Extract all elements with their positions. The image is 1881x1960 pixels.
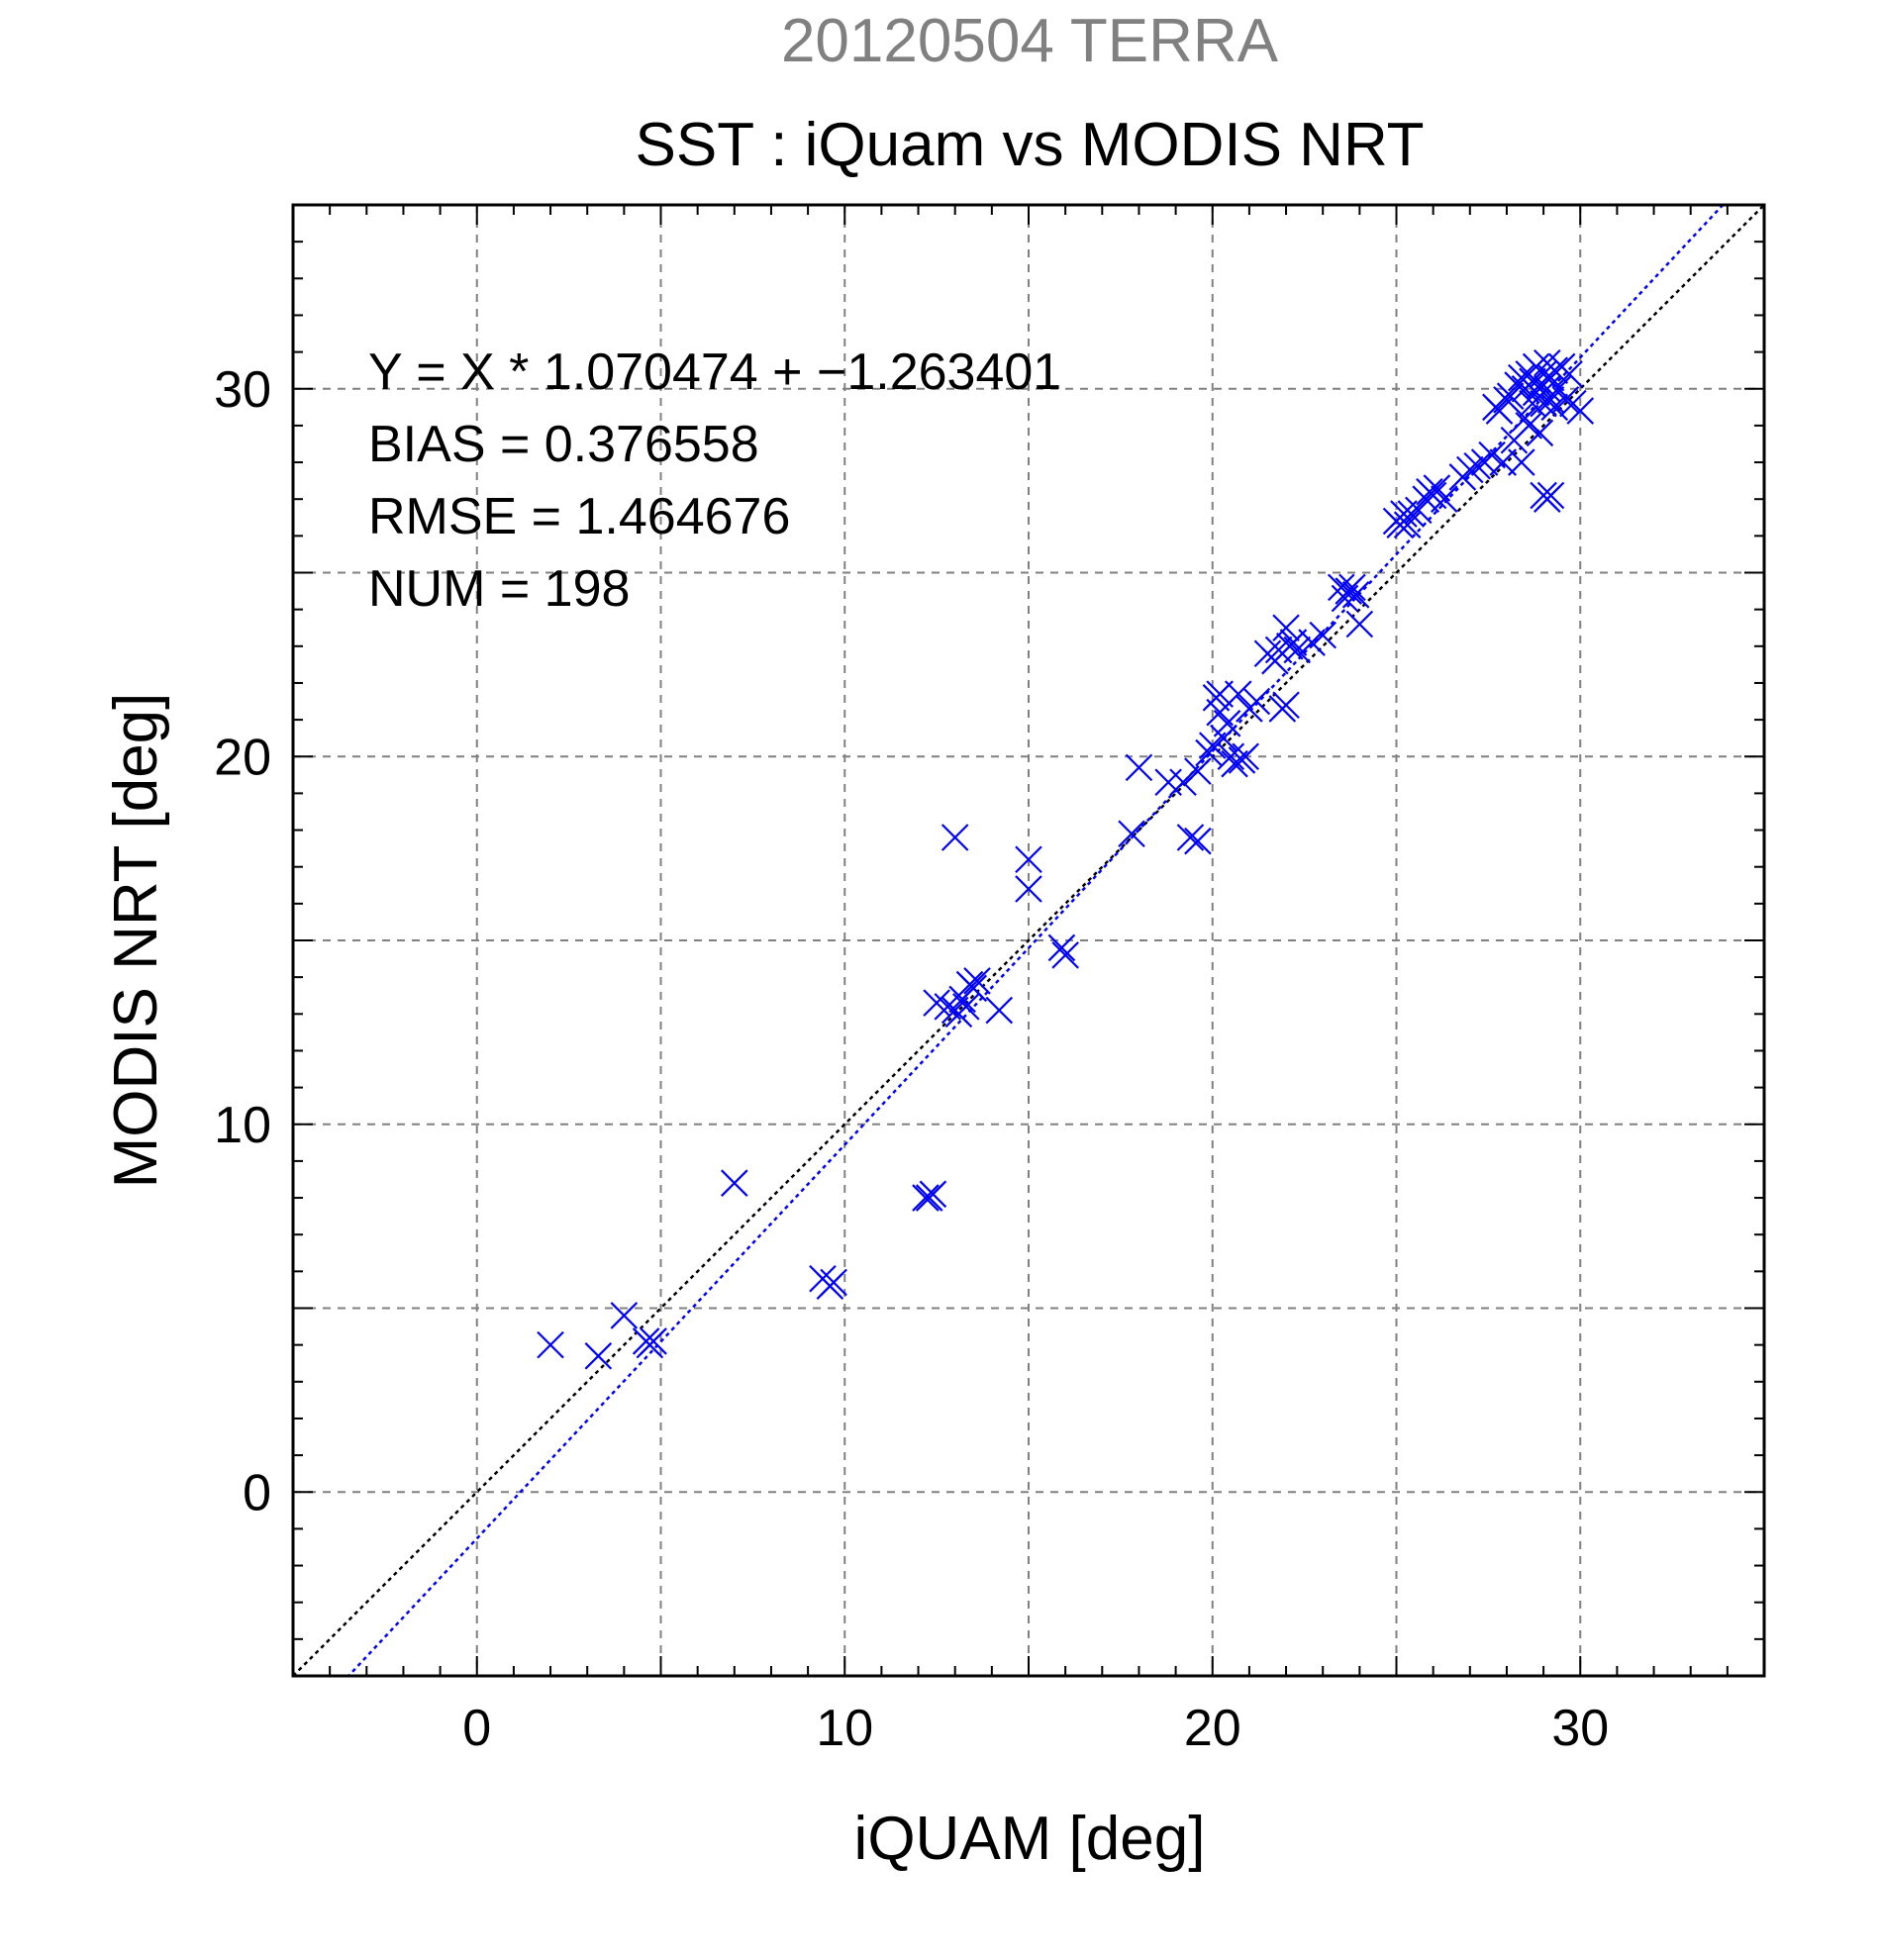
grid-lines [293,205,1764,1676]
data-point [610,1302,639,1329]
y-tick-labels: 0 10 20 30 [214,361,271,1522]
data-point [820,1268,847,1297]
data-point [1169,768,1197,797]
data-point [985,996,1014,1025]
data-point [584,1342,613,1370]
chart-subtitle: SST : iQuam vs MODIS NRT [636,111,1425,179]
rmse-value: RMSE = 1.464676 [368,488,790,545]
data-point [1526,419,1554,447]
y-tick-label: 20 [214,729,271,786]
data-point [721,1169,748,1197]
regression-line [346,205,1725,1676]
data-point [1309,621,1336,649]
data-point [963,967,991,995]
stats-annotation: Y = X * 1.070474 + −1.263401 BIAS = 0.37… [368,343,1061,618]
data-point [1463,451,1492,480]
data-point [537,1330,564,1359]
data-point [1508,448,1535,476]
bias-value: BIAS = 0.376558 [368,416,759,473]
x-tick-label: 20 [1184,1700,1241,1757]
data-point [1154,768,1182,797]
data-point [1272,614,1300,642]
x-tick-label: 30 [1551,1700,1609,1757]
data-point [1184,757,1212,785]
data-point [1419,481,1447,510]
data-point [1566,397,1595,425]
data-point [919,1180,947,1209]
data-point [1184,827,1212,855]
data-point [1338,573,1366,602]
x-axis-label: iQUAM [deg] [854,1805,1206,1873]
y-tick-label: 0 [243,1464,271,1521]
data-point [1431,485,1458,513]
data-point [1213,710,1241,737]
data-point [1551,386,1580,414]
data-point [912,1184,940,1212]
data-point [940,824,969,851]
data-point [959,974,988,1003]
data-point [640,1327,667,1355]
data-point [923,989,950,1017]
data-point [1272,691,1300,720]
plot-frame [291,203,1766,1678]
data-point [1345,610,1374,638]
tick-marks [292,204,1765,1677]
identity-line [293,205,1764,1676]
data-point [1015,845,1042,874]
data-point [1555,360,1583,388]
data-point [1328,573,1355,602]
data-point [1534,374,1561,403]
data-point [1217,742,1245,771]
data-point [1242,687,1271,716]
chart-title: 20120504 TERRA [781,7,1279,75]
data-point [1118,820,1145,848]
x-tick-label: 0 [462,1700,491,1757]
data-point [1283,636,1311,664]
y-tick-label: 30 [214,361,271,419]
data-point [1232,742,1259,771]
data-point [1125,753,1153,782]
data-point [1051,941,1079,969]
data-point [1015,875,1042,903]
x-tick-labels: 0 10 20 30 [462,1700,1609,1757]
data-point [1456,455,1484,484]
data-point [1393,511,1422,539]
data-point [1176,824,1205,851]
data-point [1047,933,1076,962]
y-axis-label: MODIS NRT [deg] [102,693,170,1189]
plot-area [291,203,1766,1678]
data-points [537,348,1595,1370]
regression-equation: Y = X * 1.070474 + −1.263401 [368,343,1061,401]
data-point [1536,481,1565,510]
data-point [952,993,980,1021]
data-point [1341,581,1370,609]
num-value: NUM = 198 [368,560,630,618]
x-tick-label: 10 [816,1700,873,1757]
data-point [1224,680,1252,708]
fit-lines [293,205,1764,1676]
y-tick-label: 10 [214,1097,271,1154]
